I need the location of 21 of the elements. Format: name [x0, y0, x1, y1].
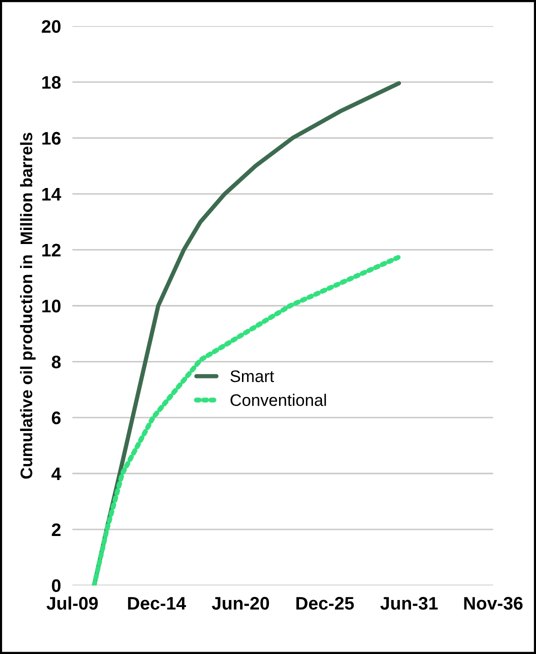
- legend-label: Conventional: [230, 394, 326, 406]
- x-tick-label: Dec-14: [128, 597, 186, 610]
- x-tick-label: Jun-20: [212, 596, 270, 610]
- y-tick-label: 18: [42, 76, 61, 89]
- y-tick-label: 14: [42, 188, 62, 200]
- y-tick-label: 10: [42, 300, 61, 312]
- y-tick-label: 6: [52, 412, 61, 424]
- y-tick-label: 8: [52, 356, 61, 368]
- y-tick-label: 4: [51, 468, 62, 480]
- y-axis-title: Cumulative oil production in Million barrels: [20, 132, 36, 479]
- line-series: [92, 254, 402, 586]
- x-tick-label: Dec-25: [296, 596, 354, 610]
- y-tick-label: 20: [42, 20, 61, 33]
- y-tick-label: 16: [42, 132, 61, 145]
- y-tick-label: 12: [42, 244, 61, 256]
- y-tick-label: 0: [52, 579, 61, 592]
- x-tick-label: Jul-09: [46, 596, 98, 610]
- x-tick-label: Nov-36: [464, 596, 523, 610]
- y-tick-label: 2: [52, 523, 61, 536]
- x-tick-label: Jun-31: [380, 596, 438, 610]
- legend-label: Smart: [230, 370, 274, 382]
